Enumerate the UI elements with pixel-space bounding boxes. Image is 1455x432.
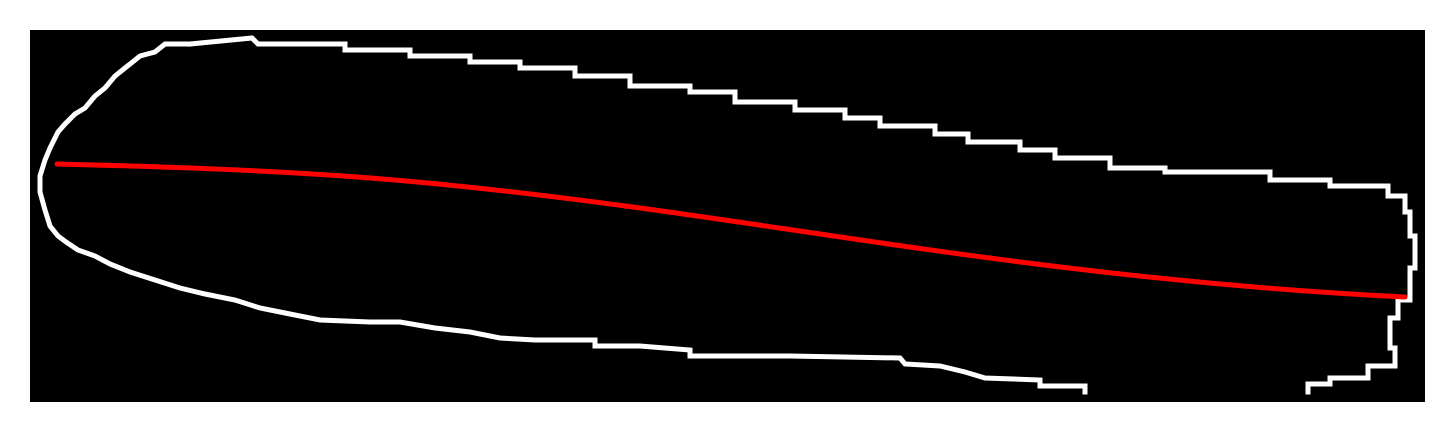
shape-outline [187, 35, 1418, 395]
centerline [54, 161, 1408, 300]
image-background [30, 30, 1425, 402]
shape-outline-left [37, 41, 1088, 395]
